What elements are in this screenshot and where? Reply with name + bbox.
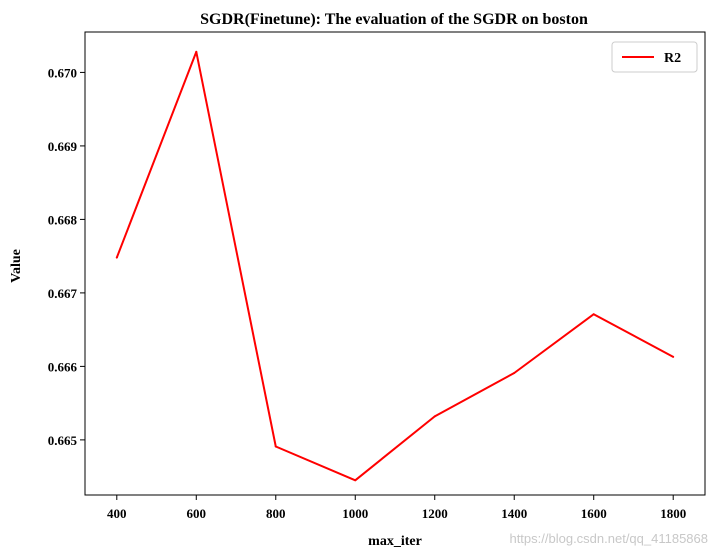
y-axis-label: Value (9, 249, 24, 283)
x-tick-label: 1800 (660, 506, 686, 521)
data-point (433, 415, 436, 418)
legend-box (611, 41, 698, 73)
y-tick-label: 0.670 (48, 65, 77, 80)
data-point (513, 372, 516, 375)
y-tick-label: 0.668 (48, 212, 78, 227)
data-point (354, 479, 357, 482)
x-tick-label: 800 (266, 506, 286, 521)
y-tick-label: 0.669 (48, 139, 78, 154)
x-axis: 400 600 800 1000 1200 1400 1600 1800 (107, 495, 686, 521)
data-point (592, 313, 595, 316)
x-tick-label: 1200 (422, 506, 448, 521)
data-point (274, 445, 277, 448)
y-axis: 0.665 0.666 0.667 0.668 0.669 0.670 (48, 65, 85, 448)
x-tick-label: 1600 (581, 506, 607, 521)
series-group (115, 50, 675, 482)
y-tick-label: 0.665 (48, 433, 78, 448)
chart-title: SGDR(Finetune): The evaluation of the SG… (200, 11, 588, 28)
data-point (115, 256, 118, 259)
x-axis-label: max_iter (368, 534, 422, 549)
x-tick-label: 400 (107, 506, 127, 521)
x-tick-label: 600 (187, 506, 207, 521)
x-tick-label: 1000 (342, 506, 368, 521)
y-tick-label: 0.666 (48, 359, 78, 374)
y-tick-label: 0.667 (48, 286, 78, 301)
watermark: https://blog.csdn.net/qq_41185868 (509, 531, 708, 546)
series-line-r2 (115, 50, 674, 482)
x-tick-label: 1400 (501, 506, 527, 521)
legend-label-r2: R2 (664, 51, 681, 66)
legend: R2 (611, 41, 698, 73)
plot-frame (84, 31, 706, 496)
data-point (672, 355, 675, 358)
data-point (195, 50, 198, 53)
